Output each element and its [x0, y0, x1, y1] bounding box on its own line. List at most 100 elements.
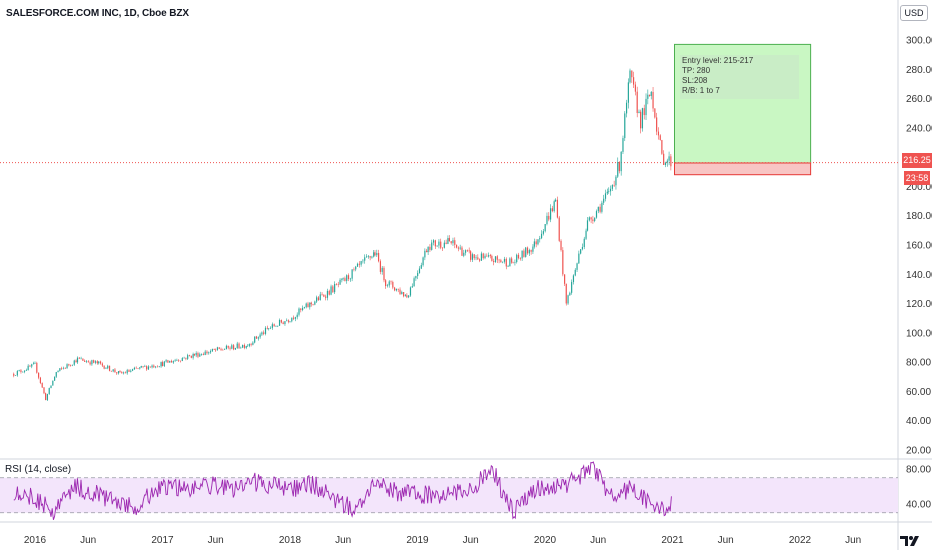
candle-body [282, 322, 284, 325]
candle-body [78, 357, 80, 359]
candle-body [328, 290, 330, 295]
candle-body [583, 238, 585, 247]
time-tick-label: Jun [335, 535, 351, 546]
candle-body [362, 260, 364, 262]
candle-body [574, 269, 576, 276]
candle-body [549, 208, 552, 220]
candle-body [163, 361, 165, 367]
candle-body [540, 233, 543, 239]
candle-body [597, 206, 599, 212]
candle-body [409, 287, 412, 296]
candle-body [192, 354, 194, 358]
candle-body [57, 370, 59, 373]
candle-body [620, 151, 622, 172]
candle-body [556, 199, 559, 218]
candle-body [427, 246, 429, 253]
candle-body [114, 369, 116, 373]
time-tick-label: 2022 [789, 535, 812, 546]
candle-body [652, 91, 654, 109]
note-line-rr: R/B: 1 to 7 [682, 86, 720, 95]
candle-body [94, 361, 97, 363]
candle-body [303, 307, 305, 308]
candle-body [426, 250, 428, 253]
candle-body [137, 368, 139, 370]
price-tick-label: 140.00 [906, 270, 932, 281]
candle-body [34, 362, 36, 364]
candle-body [254, 336, 256, 343]
candle-body [229, 347, 231, 349]
candle-body [332, 286, 334, 293]
candle-body [625, 102, 628, 114]
candle-body [353, 269, 355, 270]
candle-body [645, 98, 647, 116]
candle-body [622, 138, 624, 152]
candle-body [569, 292, 571, 296]
rsi-label: RSI (14, close) [5, 464, 72, 475]
candle-body [202, 354, 204, 356]
candle-body [211, 348, 213, 352]
candle-body [199, 354, 201, 357]
candle-body [592, 219, 594, 221]
candle-body [325, 296, 327, 298]
candle-body [388, 281, 390, 286]
candle-body [71, 364, 74, 366]
candle-body [291, 317, 293, 322]
time-tick-label: 2019 [406, 535, 429, 546]
candle-body [464, 250, 467, 253]
candle-body [441, 247, 444, 249]
candle-body [505, 258, 507, 267]
candle-body [417, 273, 419, 277]
candle-body [330, 286, 332, 295]
candle-body [346, 275, 348, 281]
currency-button[interactable]: USD [900, 5, 928, 21]
candle-body [624, 113, 626, 139]
candle-body [480, 253, 483, 261]
candle-body [470, 251, 472, 260]
candle-body [259, 334, 261, 338]
candle-body [517, 254, 520, 259]
candle-body [526, 247, 529, 254]
candle-body [468, 250, 470, 252]
price-tick-label: 280.00 [906, 65, 932, 76]
candle-body [172, 361, 174, 363]
candle-body [222, 349, 224, 351]
candle-body [601, 202, 603, 212]
candle-body [66, 364, 68, 369]
price-tick-label: 240.00 [906, 123, 932, 134]
candle-body [551, 208, 553, 212]
candle-body [287, 320, 290, 322]
countdown-tag: 23:58 [904, 171, 930, 185]
candle-body [220, 348, 222, 350]
candle-body [213, 348, 215, 350]
time-tick-label: Jun [845, 535, 861, 546]
candle-body [418, 268, 421, 274]
candle-body [123, 372, 125, 374]
candle-body [586, 220, 589, 231]
candle-body [107, 365, 109, 369]
candle-body [54, 376, 56, 381]
time-tick-label: 2016 [24, 535, 47, 546]
candle-body [48, 388, 50, 395]
candle-body [580, 249, 582, 254]
candle-body [604, 193, 607, 199]
candle-body [408, 295, 410, 298]
candle-body [174, 360, 176, 362]
candle-body [334, 283, 336, 293]
candle-body [649, 94, 651, 96]
price-tick-label: 120.00 [906, 299, 932, 310]
candle-body [135, 367, 137, 369]
candle-body [197, 352, 199, 357]
candle-body [617, 162, 619, 177]
candle-body [555, 199, 557, 202]
candle-body [633, 77, 635, 85]
candle-body [390, 281, 392, 283]
time-tick-label: 2021 [661, 535, 684, 546]
candle-body [240, 347, 242, 349]
price-tick-label: 60.00 [906, 387, 931, 398]
candle-body [112, 369, 114, 372]
candle-body [133, 367, 135, 370]
candle-body [663, 153, 665, 165]
candle-body [242, 345, 244, 348]
candle-body [558, 217, 560, 241]
time-tick-label: 2020 [534, 535, 557, 546]
